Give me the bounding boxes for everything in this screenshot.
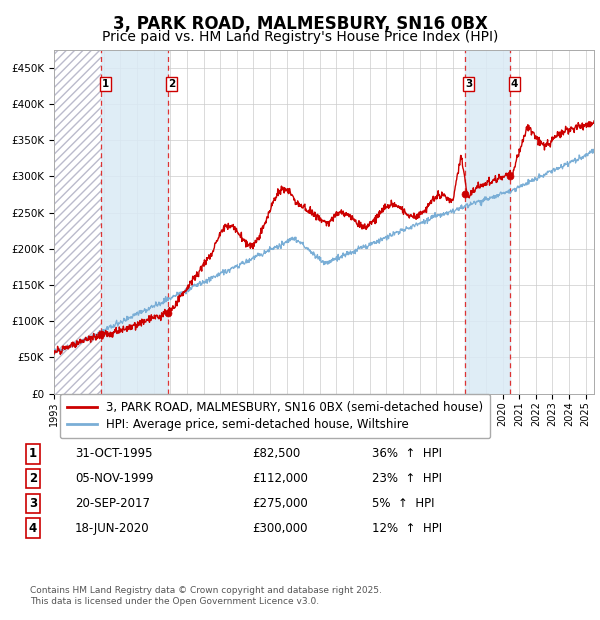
Text: 23%  ↑  HPI: 23% ↑ HPI — [372, 472, 442, 485]
Text: £82,500: £82,500 — [252, 448, 300, 460]
Text: 31-OCT-1995: 31-OCT-1995 — [75, 448, 152, 460]
Text: This data is licensed under the Open Government Licence v3.0.: This data is licensed under the Open Gov… — [30, 597, 319, 606]
Text: 5%  ↑  HPI: 5% ↑ HPI — [372, 497, 434, 510]
Text: 20-SEP-2017: 20-SEP-2017 — [75, 497, 150, 510]
Text: 12%  ↑  HPI: 12% ↑ HPI — [372, 522, 442, 534]
Text: 3, PARK ROAD, MALMESBURY, SN16 0BX: 3, PARK ROAD, MALMESBURY, SN16 0BX — [113, 16, 487, 33]
Text: £275,000: £275,000 — [252, 497, 308, 510]
Bar — [101, 50, 167, 394]
Text: Contains HM Land Registry data © Crown copyright and database right 2025.: Contains HM Land Registry data © Crown c… — [30, 586, 382, 595]
Text: £112,000: £112,000 — [252, 472, 308, 485]
Text: 2: 2 — [168, 79, 175, 89]
Text: Price paid vs. HM Land Registry's House Price Index (HPI): Price paid vs. HM Land Registry's House … — [102, 30, 498, 44]
Bar — [54, 50, 101, 394]
Text: 18-JUN-2020: 18-JUN-2020 — [75, 522, 149, 534]
Text: 4: 4 — [29, 522, 37, 534]
Text: 36%  ↑  HPI: 36% ↑ HPI — [372, 448, 442, 460]
Text: £300,000: £300,000 — [252, 522, 308, 534]
Text: 2: 2 — [29, 472, 37, 485]
Text: 1: 1 — [101, 79, 109, 89]
Text: 05-NOV-1999: 05-NOV-1999 — [75, 472, 154, 485]
Text: 3: 3 — [465, 79, 473, 89]
Text: 1: 1 — [29, 448, 37, 460]
Legend: 3, PARK ROAD, MALMESBURY, SN16 0BX (semi-detached house), HPI: Average price, se: 3, PARK ROAD, MALMESBURY, SN16 0BX (semi… — [60, 394, 490, 438]
Text: 3: 3 — [29, 497, 37, 510]
Bar — [465, 50, 510, 394]
Text: 4: 4 — [511, 79, 518, 89]
